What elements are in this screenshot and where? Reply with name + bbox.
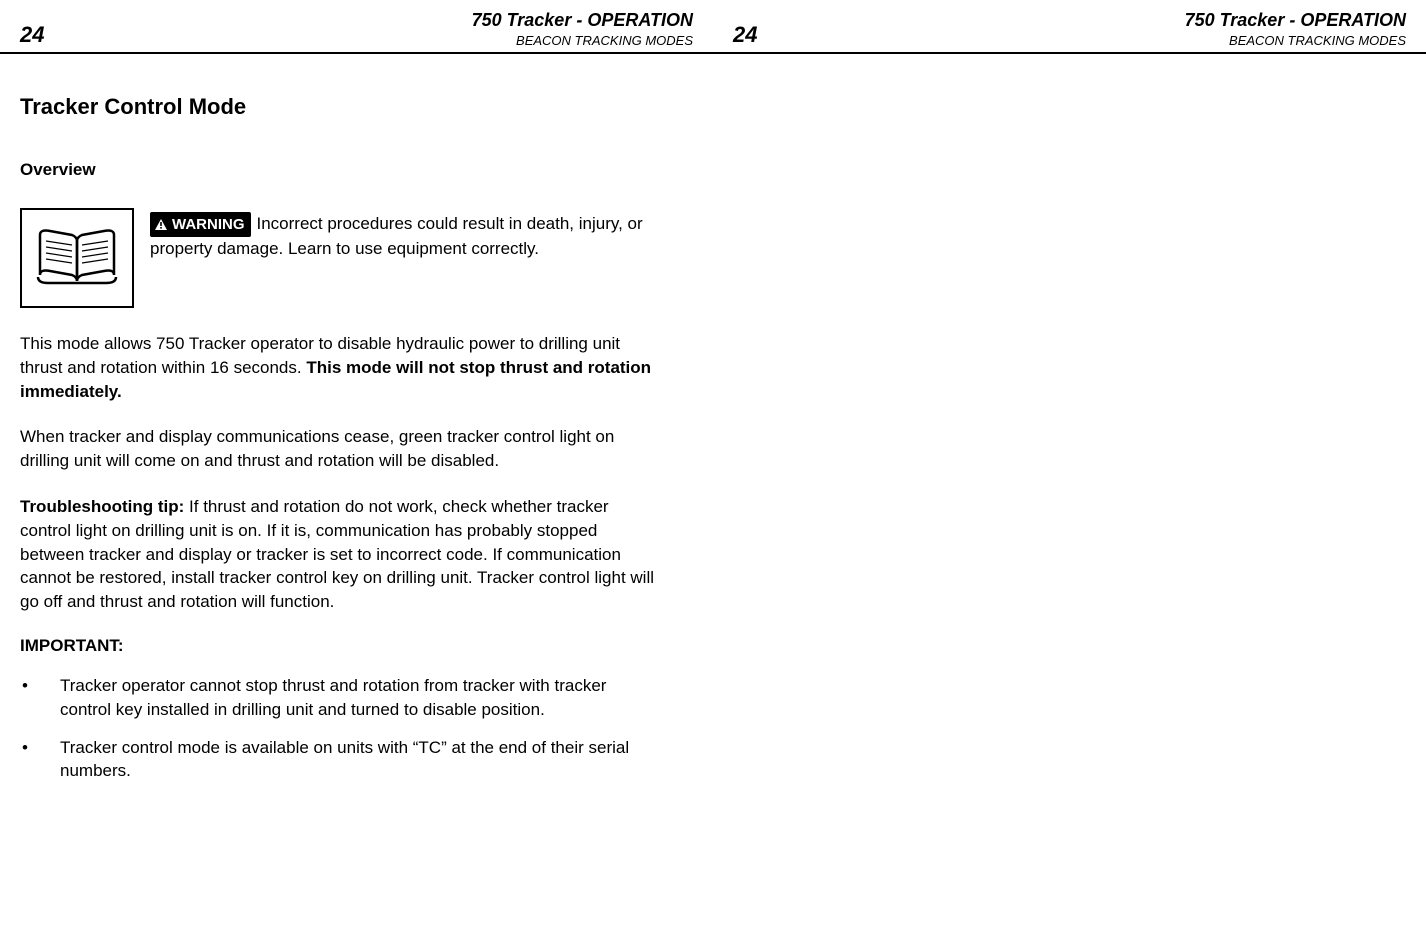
- page-number: 24: [20, 22, 44, 48]
- warning-text: WARNING Incorrect procedures could resul…: [150, 208, 660, 261]
- section-title: Tracker Control Mode: [20, 94, 660, 120]
- warning-badge-label: WARNING: [172, 214, 245, 235]
- bullet-marker: •: [20, 674, 60, 722]
- manual-title: 750 Tracker - OPERATION: [472, 10, 693, 31]
- header-row: 24 750 Tracker - OPERATION BEACON TRACKI…: [0, 0, 1426, 54]
- list-item: • Tracker operator cannot stop thrust an…: [20, 674, 660, 722]
- paragraph-troubleshooting: Troubleshooting tip: If thrust and rotat…: [20, 495, 660, 614]
- paragraph-mode-description: This mode allows 750 Tracker operator to…: [20, 332, 660, 403]
- header-left-column: 24 750 Tracker - OPERATION BEACON TRACKI…: [0, 0, 713, 54]
- alert-triangle-icon: [154, 218, 168, 232]
- document-page: 24 750 Tracker - OPERATION BEACON TRACKI…: [0, 0, 1426, 952]
- bullet-text: Tracker control mode is available on uni…: [60, 736, 660, 784]
- content-column: Tracker Control Mode Overview: [0, 54, 660, 783]
- manual-subtitle: BEACON TRACKING MODES: [1185, 33, 1406, 48]
- important-label: IMPORTANT:: [20, 636, 660, 656]
- paragraph-communications: When tracker and display communications …: [20, 425, 660, 473]
- warning-block: WARNING Incorrect procedures could resul…: [20, 208, 660, 308]
- manual-title: 750 Tracker - OPERATION: [1185, 10, 1406, 31]
- page-number: 24: [733, 22, 757, 48]
- bullet-text: Tracker operator cannot stop thrust and …: [60, 674, 660, 722]
- important-bullets: • Tracker operator cannot stop thrust an…: [20, 674, 660, 783]
- subsection-title: Overview: [20, 160, 660, 180]
- troubleshooting-label: Troubleshooting tip:: [20, 497, 184, 516]
- bullet-marker: •: [20, 736, 60, 784]
- header-right-column: 24 750 Tracker - OPERATION BEACON TRACKI…: [713, 0, 1426, 54]
- list-item: • Tracker control mode is available on u…: [20, 736, 660, 784]
- warning-badge: WARNING: [150, 212, 251, 237]
- manual-subtitle: BEACON TRACKING MODES: [472, 33, 693, 48]
- read-manual-icon: [20, 208, 134, 308]
